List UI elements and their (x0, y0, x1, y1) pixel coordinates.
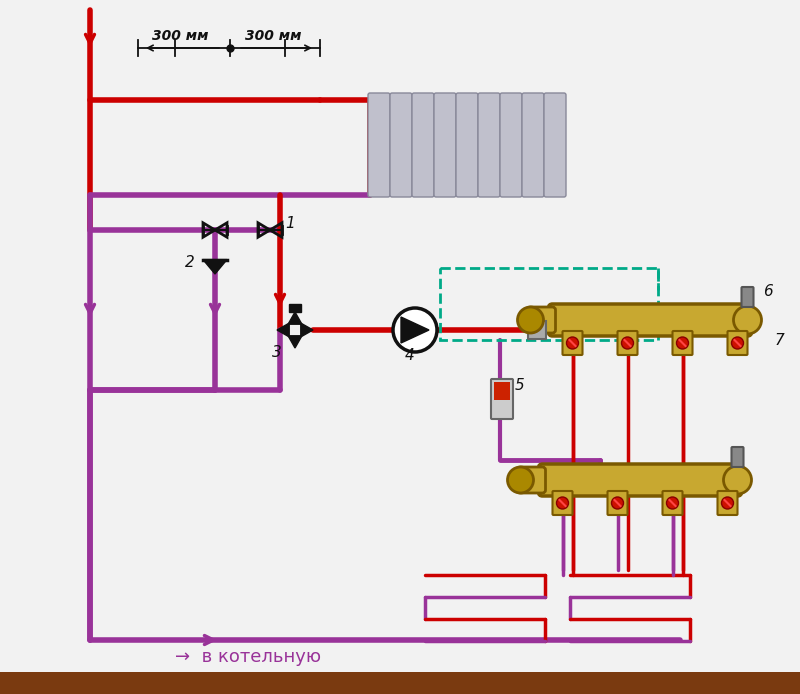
FancyBboxPatch shape (742, 287, 754, 307)
FancyBboxPatch shape (553, 491, 573, 515)
Bar (0, 672, 800, 694)
Polygon shape (288, 312, 302, 324)
FancyBboxPatch shape (538, 464, 742, 496)
FancyBboxPatch shape (368, 93, 390, 197)
Circle shape (518, 307, 543, 333)
FancyBboxPatch shape (549, 304, 751, 336)
FancyBboxPatch shape (518, 467, 546, 493)
FancyBboxPatch shape (500, 93, 522, 197)
Text: 2: 2 (185, 255, 194, 270)
FancyBboxPatch shape (544, 93, 566, 197)
Polygon shape (401, 317, 429, 343)
FancyBboxPatch shape (727, 331, 747, 355)
Bar (528, 321, 546, 339)
Text: 4: 4 (405, 348, 414, 363)
Circle shape (734, 306, 762, 334)
Circle shape (722, 497, 734, 509)
Polygon shape (301, 323, 313, 337)
Text: 3: 3 (272, 345, 282, 360)
FancyBboxPatch shape (478, 93, 500, 197)
Circle shape (566, 337, 578, 349)
FancyBboxPatch shape (562, 331, 582, 355)
FancyBboxPatch shape (412, 93, 434, 197)
Text: 6: 6 (763, 284, 773, 299)
Polygon shape (288, 336, 302, 348)
Text: 1: 1 (285, 216, 294, 231)
Text: 5: 5 (515, 378, 525, 393)
Circle shape (677, 337, 689, 349)
Circle shape (393, 308, 437, 352)
Circle shape (723, 466, 751, 494)
Bar (494, 382, 510, 400)
FancyBboxPatch shape (434, 93, 456, 197)
Text: →  в котельную: → в котельную (175, 648, 321, 666)
Text: 300 мм: 300 мм (152, 29, 209, 43)
Bar (289, 304, 301, 312)
FancyBboxPatch shape (731, 447, 743, 467)
Text: 7: 7 (775, 333, 785, 348)
FancyBboxPatch shape (522, 93, 544, 197)
Polygon shape (277, 323, 290, 337)
FancyBboxPatch shape (390, 93, 412, 197)
FancyBboxPatch shape (456, 93, 478, 197)
FancyBboxPatch shape (662, 491, 682, 515)
Circle shape (557, 497, 569, 509)
FancyBboxPatch shape (607, 491, 627, 515)
Text: 300 мм: 300 мм (245, 29, 302, 43)
FancyBboxPatch shape (618, 331, 638, 355)
Circle shape (611, 497, 623, 509)
Circle shape (666, 497, 678, 509)
Circle shape (731, 337, 743, 349)
FancyBboxPatch shape (673, 331, 693, 355)
FancyBboxPatch shape (491, 379, 513, 419)
FancyBboxPatch shape (527, 307, 555, 333)
FancyBboxPatch shape (718, 491, 738, 515)
Circle shape (622, 337, 634, 349)
Circle shape (507, 467, 534, 493)
Bar (440, 268, 658, 340)
Polygon shape (203, 260, 227, 274)
